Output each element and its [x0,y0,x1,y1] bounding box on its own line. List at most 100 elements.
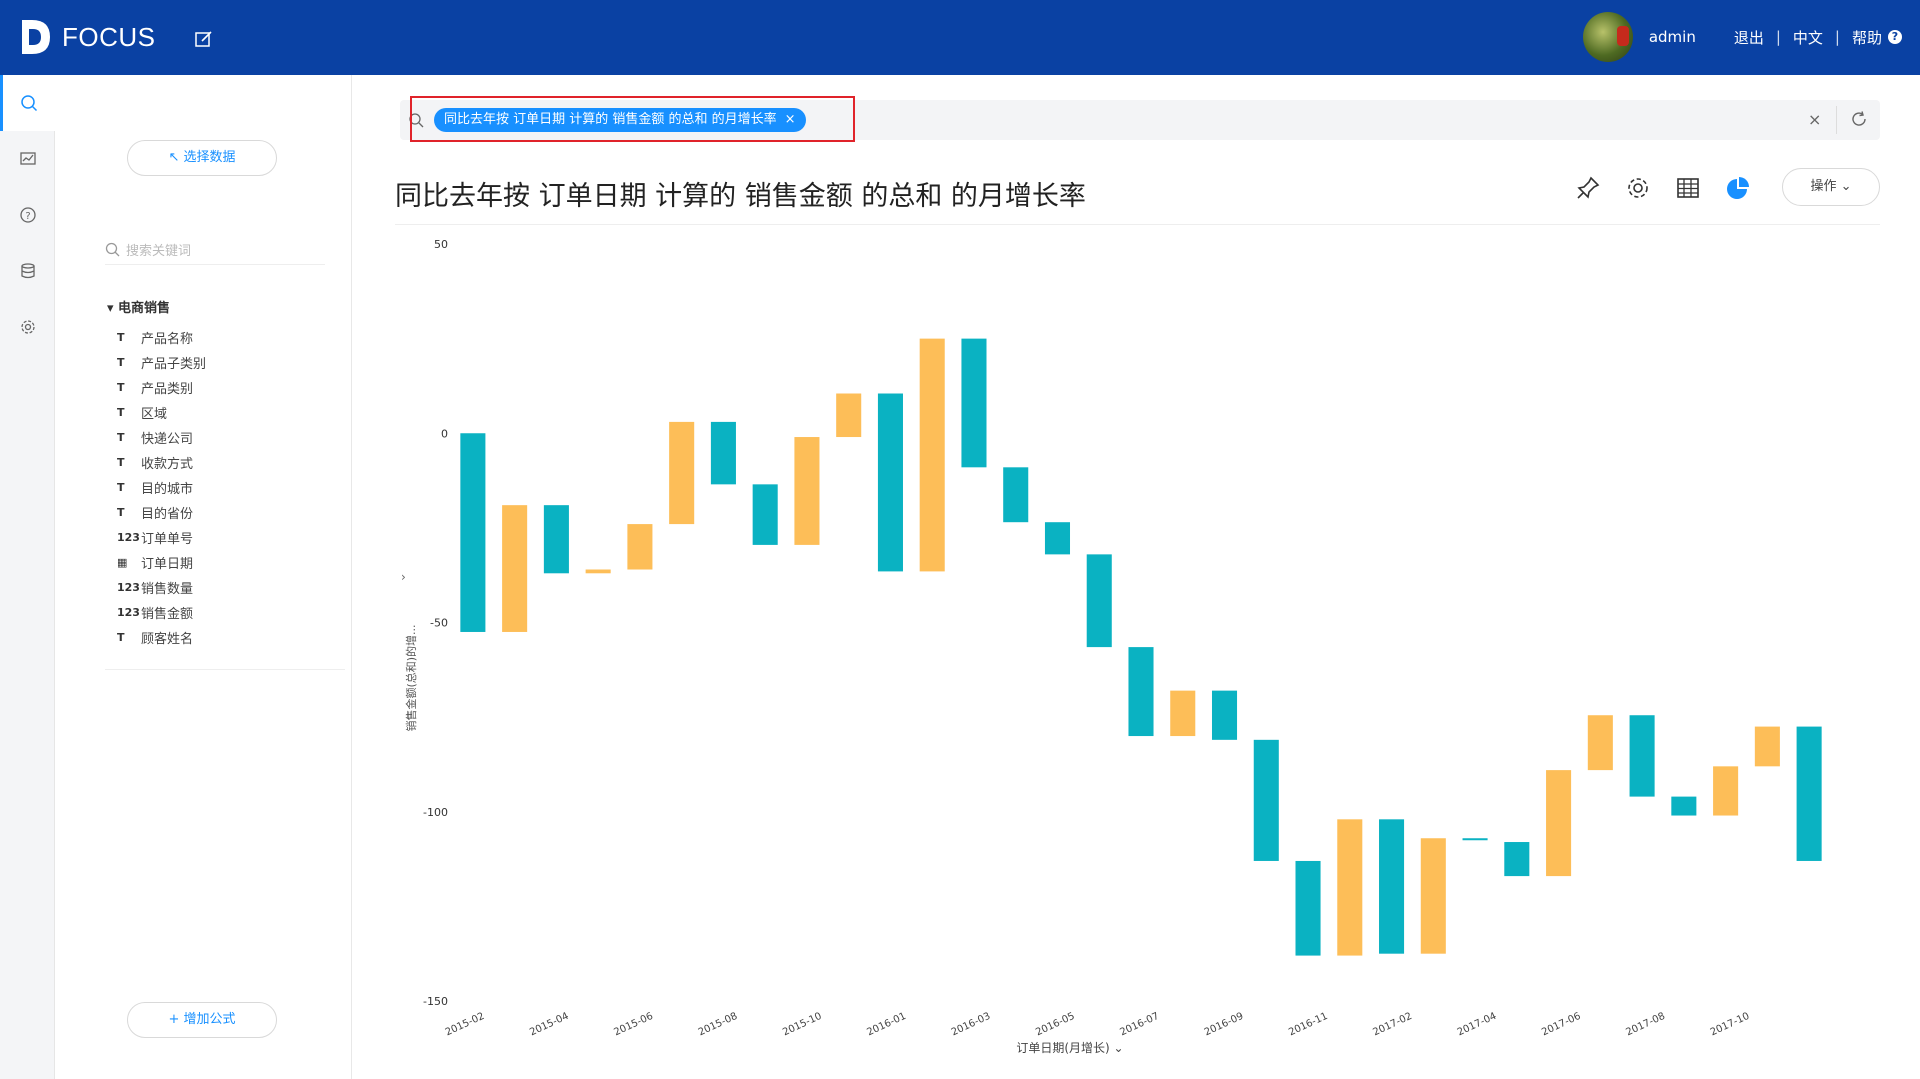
x-tick-label: 2015-02 [444,1011,487,1039]
waterfall-bar [836,393,862,438]
field-item[interactable]: T 目的城市 [117,475,206,500]
clear-search-icon[interactable]: × [1808,110,1822,129]
text-type-icon: T [117,431,125,444]
top-header: FOCUS admin 退出 | 中文 | 帮助 ? [0,0,1920,75]
waterfall-bar [1295,860,1321,956]
waterfall-bar [710,421,736,485]
nav-database[interactable] [0,243,55,299]
logo-text: FOCUS [62,21,156,52]
waterfall-bar [1337,819,1363,956]
add-formula-button[interactable]: + 增加公式 [127,1002,277,1038]
table-view-icon[interactable] [1674,174,1702,202]
table-group-label[interactable]: ▾ 电商销售 [107,301,171,316]
nav-settings[interactable] [0,299,55,355]
field-item[interactable]: ▦ 订单日期 [117,550,206,575]
refresh-icon[interactable] [1850,110,1868,128]
calendar-icon: ▦ [117,556,128,569]
settings-icon [20,320,35,334]
search-icon [21,95,38,112]
field-item[interactable]: 123 销售数量 [117,575,206,600]
avatar[interactable] [1582,12,1633,62]
x-tick-label: 2016-11 [1287,1011,1330,1039]
field-list: T 产品名称 T 产品子类别 T 产品类别 T 区域 T 快递公司 T 收款方式 T 目的城市… [117,325,206,650]
help-circle-icon[interactable]: ? [1888,30,1902,44]
pin-icon[interactable] [1574,174,1602,202]
waterfall-bar [1754,726,1780,767]
waterfall-bar [752,484,778,545]
y-axis-label: 销售金额(总和)的增... [404,624,418,731]
separator: | [1775,28,1781,46]
nav-dashboard[interactable] [0,131,55,187]
chip-close-icon[interactable]: × [784,112,796,127]
axis-collapse-icon[interactable]: › [401,570,406,584]
x-tick-label: 2016-09 [1203,1011,1246,1039]
language-link[interactable]: 中文 [1792,28,1823,47]
keyword-search-input[interactable]: 搜索关键词 [105,235,325,265]
chart-toolbar [1574,174,1752,202]
dashboard-icon [19,152,36,165]
field-item[interactable]: T 产品类别 [117,375,206,400]
query-chip-text: 同比去年按 订单日期 计算的 销售金额 的总和 的月增长率 [444,112,777,127]
field-item[interactable]: T 快递公司 [117,425,206,450]
page-title: 同比去年按 订单日期 计算的 销售金额 的总和 的月增长率 [395,181,1086,212]
query-highlight-box [410,96,855,142]
field-item[interactable]: T 收款方式 [117,450,206,475]
field-label: 订单单号 [141,532,194,547]
waterfall-bar [1420,838,1446,954]
field-item[interactable]: T 产品名称 [117,325,206,350]
text-type-icon: T [117,506,125,519]
x-tick-label: 2016-05 [1034,1011,1077,1039]
query-chip[interactable]: 同比去年按 订单日期 计算的 销售金额 的总和 的月增长率 × [434,108,806,132]
field-item[interactable]: T 区域 [117,400,206,425]
edit-icon[interactable] [194,29,214,49]
search-placeholder: 搜索关键词 [126,244,192,259]
waterfall-bar [1671,796,1697,816]
field-item[interactable]: T 目的省份 [117,500,206,525]
settings-icon[interactable] [1624,174,1652,202]
divider [105,669,345,670]
waterfall-bar [543,505,569,574]
svg-text:?: ? [25,211,30,222]
number-type-icon: 123 [117,581,140,594]
field-label: 目的省份 [141,507,194,522]
x-tick-label: 2017-10 [1709,1011,1752,1039]
field-label: 快递公司 [141,432,194,447]
field-label: 订单日期 [141,557,194,572]
field-item[interactable]: 123 订单单号 [117,525,206,550]
nav-help[interactable]: ? [0,187,55,243]
waterfall-bar [1462,838,1488,841]
user-area: admin 退出 | 中文 | 帮助 ? [1582,12,1902,62]
y-tick-label: -50 [430,617,448,630]
waterfall-bar [919,338,945,572]
pie-chart-icon[interactable] [1724,174,1752,202]
number-type-icon: 123 [117,531,140,544]
operations-button[interactable]: 操作 ⌄ [1782,168,1880,206]
select-data-button[interactable]: ↖ 选择数据 [127,140,277,176]
text-type-icon: T [117,356,125,369]
field-label: 顾客姓名 [141,632,194,647]
field-item[interactable]: T 产品子类别 [117,350,206,375]
field-label: 产品子类别 [141,357,207,372]
nav-search[interactable] [0,75,55,131]
logo[interactable]: FOCUS [20,18,156,56]
waterfall-bar [1003,467,1029,523]
waterfall-bar [460,433,486,632]
field-item[interactable]: T 顾客姓名 [117,625,206,650]
field-item[interactable]: 123 销售金额 [117,600,206,625]
username[interactable]: admin [1648,28,1696,46]
logo-mark-icon [22,20,50,54]
waterfall-bar [1713,766,1739,816]
logout-link[interactable]: 退出 [1733,28,1764,47]
field-label: 收款方式 [141,457,194,472]
divider [395,224,1880,225]
waterfall-bar [794,437,820,545]
waterfall-bar [502,505,528,632]
x-tick-label: 2015-04 [528,1011,571,1039]
help-link[interactable]: 帮助 [1851,28,1882,47]
waterfall-bar [627,524,653,570]
text-type-icon: T [117,331,125,344]
text-type-icon: T [117,456,125,469]
y-tick-label: 50 [434,238,448,251]
field-label: 产品类别 [141,382,194,397]
x-tick-label: 2015-06 [612,1011,655,1039]
